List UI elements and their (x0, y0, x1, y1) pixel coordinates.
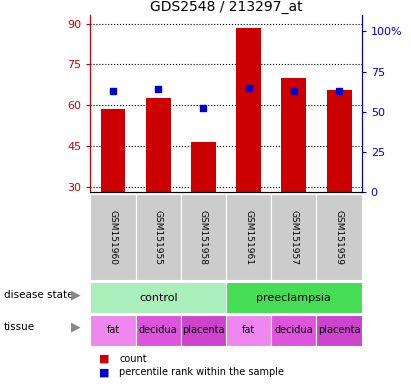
Text: preeclampsia: preeclampsia (256, 293, 331, 303)
Point (336, 88, 342, 94)
Text: GSM151960: GSM151960 (109, 210, 118, 265)
Text: control: control (139, 293, 178, 303)
Text: ▶: ▶ (71, 321, 80, 334)
Text: placenta: placenta (182, 325, 225, 335)
Bar (191, 142, 216, 192)
Bar (181, 315, 226, 346)
Bar (236, 28, 261, 192)
Bar (146, 98, 171, 192)
Text: fat: fat (106, 325, 120, 335)
Text: percentile rank within the sample: percentile rank within the sample (119, 367, 284, 377)
Text: GSM151958: GSM151958 (199, 210, 208, 265)
Bar (316, 194, 362, 280)
Text: ■: ■ (99, 367, 109, 377)
Bar (136, 194, 181, 280)
Text: GSM151955: GSM151955 (154, 210, 163, 265)
Text: GSM151959: GSM151959 (335, 210, 344, 265)
Point (110, 88, 116, 94)
Point (291, 88, 297, 94)
Text: placenta: placenta (318, 325, 360, 335)
Text: count: count (119, 354, 147, 364)
Point (245, 84, 252, 91)
Bar (226, 315, 271, 346)
Bar (316, 315, 362, 346)
Bar (327, 90, 351, 192)
Bar (181, 194, 226, 280)
Text: decidua: decidua (139, 325, 178, 335)
Text: decidua: decidua (275, 325, 313, 335)
Text: ■: ■ (99, 354, 109, 364)
Text: fat: fat (242, 325, 255, 335)
Text: GSM151957: GSM151957 (289, 210, 298, 265)
Bar (226, 282, 362, 313)
Bar (90, 282, 226, 313)
Text: disease state: disease state (4, 290, 74, 300)
Text: tissue: tissue (4, 322, 35, 333)
Title: GDS2548 / 213297_at: GDS2548 / 213297_at (150, 0, 302, 14)
Bar (101, 109, 125, 192)
Bar (226, 194, 271, 280)
Text: ▶: ▶ (71, 288, 80, 301)
Bar (271, 194, 316, 280)
Bar (90, 315, 136, 346)
Bar (90, 194, 136, 280)
Bar (271, 315, 316, 346)
Point (200, 106, 207, 112)
Bar (282, 78, 306, 192)
Text: GSM151961: GSM151961 (244, 210, 253, 265)
Bar (136, 315, 181, 346)
Point (155, 86, 162, 92)
